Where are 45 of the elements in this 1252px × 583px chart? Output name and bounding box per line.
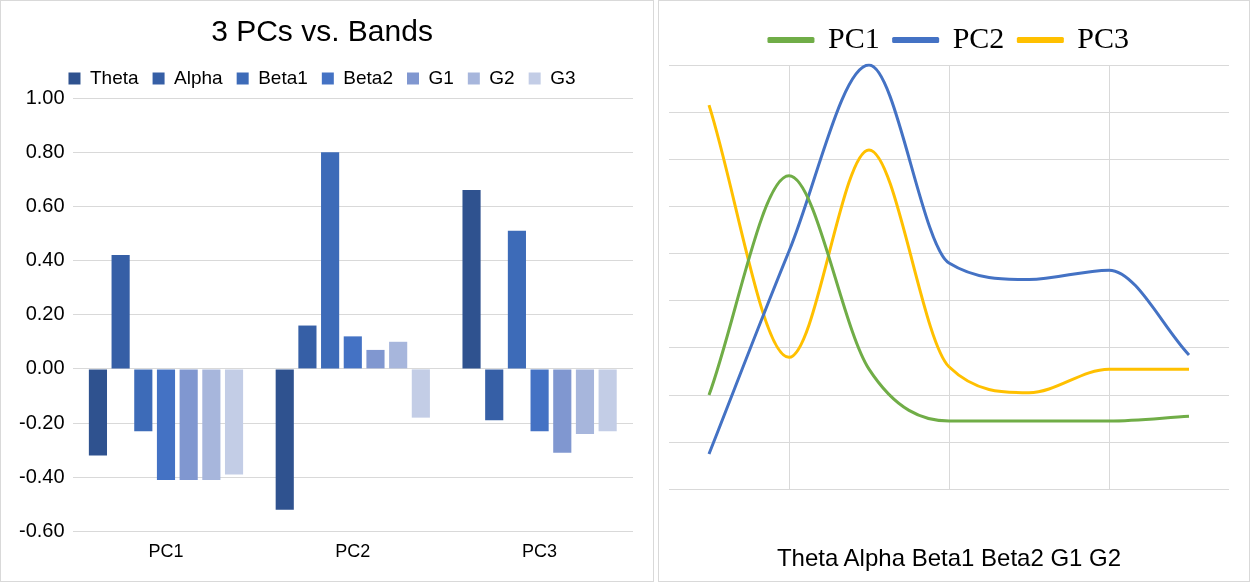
x-tick-label: PC1 [148, 541, 184, 562]
y-tick-label: 0.20 [25, 302, 65, 325]
legend-label: G1 [428, 66, 454, 88]
bar [389, 341, 408, 369]
bar [224, 369, 244, 475]
legend-label: Beta1 [258, 66, 308, 88]
x-tick-label: PC3 [522, 541, 558, 562]
bar [111, 255, 130, 369]
legend-label: Beta2 [343, 66, 393, 88]
y-tick-label: 0.00 [25, 356, 65, 379]
y-tick-label: 1.00 [25, 85, 65, 108]
bar [366, 349, 385, 369]
bar [343, 336, 362, 369]
bar [411, 369, 430, 418]
bar [575, 369, 595, 434]
bar [134, 369, 153, 432]
y-tick-label: -0.40 [18, 464, 65, 487]
bar [202, 369, 221, 480]
x-tick-label: PC2 [335, 541, 371, 562]
legend-label: PC3 [1077, 20, 1130, 54]
legend-label: G3 [550, 66, 576, 88]
bar [598, 369, 617, 432]
chart-title: 3 PCs vs. Bands [211, 14, 433, 48]
y-tick-label: -0.20 [18, 410, 65, 433]
bar [321, 152, 340, 369]
y-tick-label: -0.60 [18, 518, 65, 541]
legend-label: Theta [89, 66, 140, 88]
bar [298, 325, 317, 369]
legend-label: Alpha [174, 66, 224, 88]
bar [462, 190, 481, 369]
bar [275, 369, 294, 510]
y-tick-label: 0.60 [25, 193, 65, 216]
legend-label: PC1 [827, 20, 880, 54]
y-tick-label: 0.40 [25, 248, 65, 271]
y-tick-label: 0.80 [25, 139, 65, 162]
bar [156, 369, 176, 480]
bar [179, 369, 198, 480]
bar [485, 369, 504, 421]
legend-label: PC2 [952, 20, 1005, 54]
bar [530, 369, 549, 432]
bar [553, 369, 572, 453]
legend-label: G2 [489, 66, 515, 88]
bar [88, 369, 108, 456]
bar [507, 230, 526, 369]
text: Theta Alpha Beta1 Beta2 G1 G2 [776, 543, 1122, 571]
